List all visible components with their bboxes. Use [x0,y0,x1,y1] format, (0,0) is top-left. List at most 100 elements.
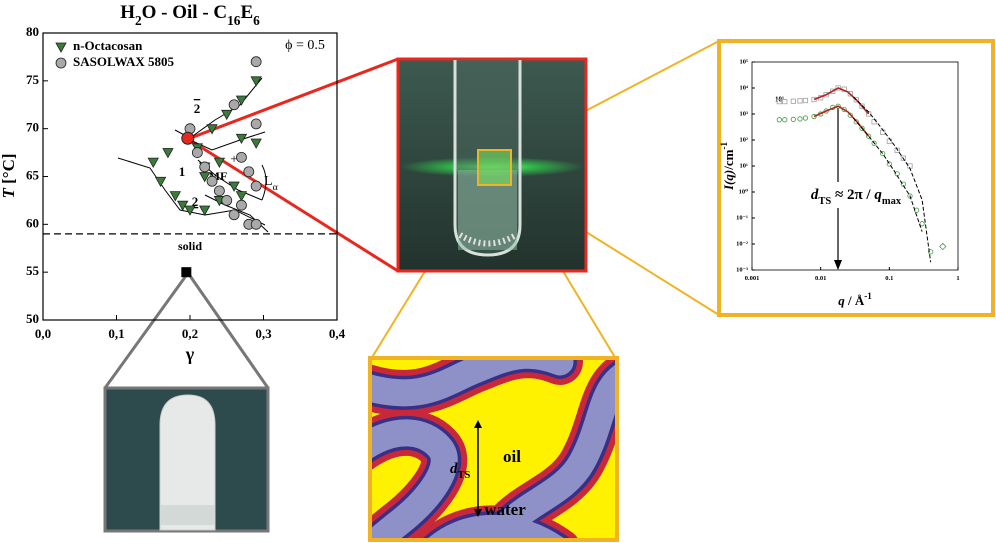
text-part: TS [818,196,831,207]
marker-circle [776,117,782,123]
x-tick-label: 0,0 [35,326,51,341]
microstructure-diagram [368,356,619,542]
legend-label: SASOLWAX 5805 [73,54,175,69]
text-part: max [882,196,902,207]
marker-triangle [55,42,67,53]
marker-circle [928,249,934,255]
marker-circle [859,125,865,131]
marker-square [776,98,782,105]
marker-square [847,91,853,97]
marker-square [797,98,803,104]
x-tick-label: 0,1 [108,326,124,341]
text-part: α [273,182,278,193]
marker-triangle [162,148,174,159]
x-tick-label: 0.001 [745,275,760,282]
y-tick-label: 80 [26,24,39,39]
marker-circle [199,161,211,173]
text-part: T [0,188,18,199]
text-part: -1 [864,291,872,301]
marker-triangle [154,176,167,188]
marker-circle [250,180,262,192]
text-part: 2 [135,13,142,28]
marker-triangle [199,205,211,216]
marker-triangle [235,133,248,145]
photo-solid-sample [103,386,270,533]
marker-circle [841,106,847,113]
y-tick-label: 10³ [740,110,749,117]
legend-label: n-Octacosan [73,38,143,53]
critical-point [181,131,195,145]
x-tick-label: 0,2 [182,326,198,341]
annotation: 1 [179,164,186,179]
marker-triangle [147,157,159,168]
x-tick-label: 1 [956,275,959,282]
marker-triangle [213,157,226,168]
fit-line [853,96,932,263]
text-part: q [838,293,845,308]
marker-diamond [939,242,947,251]
marker-circle [880,150,886,157]
marker-circle [790,116,796,122]
marker-square [811,96,817,103]
annotation: 2 [192,194,199,209]
marker-circle [782,117,788,123]
annotation: solid [178,239,202,253]
marker-square [790,98,796,104]
x-tick-label: 0,4 [329,326,346,341]
marker-circle [228,99,240,111]
text-part: E [240,2,253,23]
marker-triangle [235,95,248,106]
label-background [788,182,924,208]
text-part: [°C] [0,153,18,188]
marker-square [782,98,788,105]
marker-circle [55,57,67,69]
marker-triangle [228,181,240,192]
y-tick-label: 10² [740,136,749,143]
connector [187,57,399,141]
text-part: d [450,461,458,477]
y-tick-label: 50 [26,311,39,326]
marker-square [830,88,836,94]
marker-circle [250,56,262,68]
text-part: I(q) [721,170,736,191]
marker-square [894,147,900,153]
label-oil: oil [503,447,521,466]
y-tick-label: 10⁻³ [736,266,748,273]
marker-square [900,155,906,161]
marker-triangle [250,76,262,87]
text-part: TS [458,470,471,481]
marker-circle [871,140,877,146]
solid-sample-point [181,267,192,278]
marker-circle [919,221,925,227]
x-axis-label: q / Å-1 [838,291,872,308]
marker-circle [250,218,262,230]
marker-circle [866,133,872,139]
text-part: ≈ 2π / [831,187,874,203]
marker-triangle [250,138,262,149]
y-tick-label: 65 [26,167,40,182]
text-part: 6 [253,13,260,28]
text-part: q [874,187,882,203]
y-tick-label: 10¹ [740,162,749,169]
y-axis-label: T [°C] [0,153,18,198]
text-part: / Å [845,293,865,308]
y-tick-label: 55 [26,263,40,278]
marker-circle [228,209,240,221]
text-part: H [120,2,135,23]
marker-circle [236,199,247,211]
marker-circle [213,185,225,197]
marker-triangle [235,191,248,202]
marker-circle [206,175,218,187]
text-part: 16 [227,13,241,28]
marker-triangle [169,191,181,202]
plot-area [43,42,337,278]
marker-circle [221,195,233,206]
annotation: Lα [264,174,278,193]
fit-line [853,117,923,232]
marker-circle [847,112,853,118]
y-tick-label: 10⁴ [740,84,749,91]
arrow [834,108,842,270]
annotation: ϕ = 0.5 [285,38,325,53]
marker-circle [886,161,892,167]
